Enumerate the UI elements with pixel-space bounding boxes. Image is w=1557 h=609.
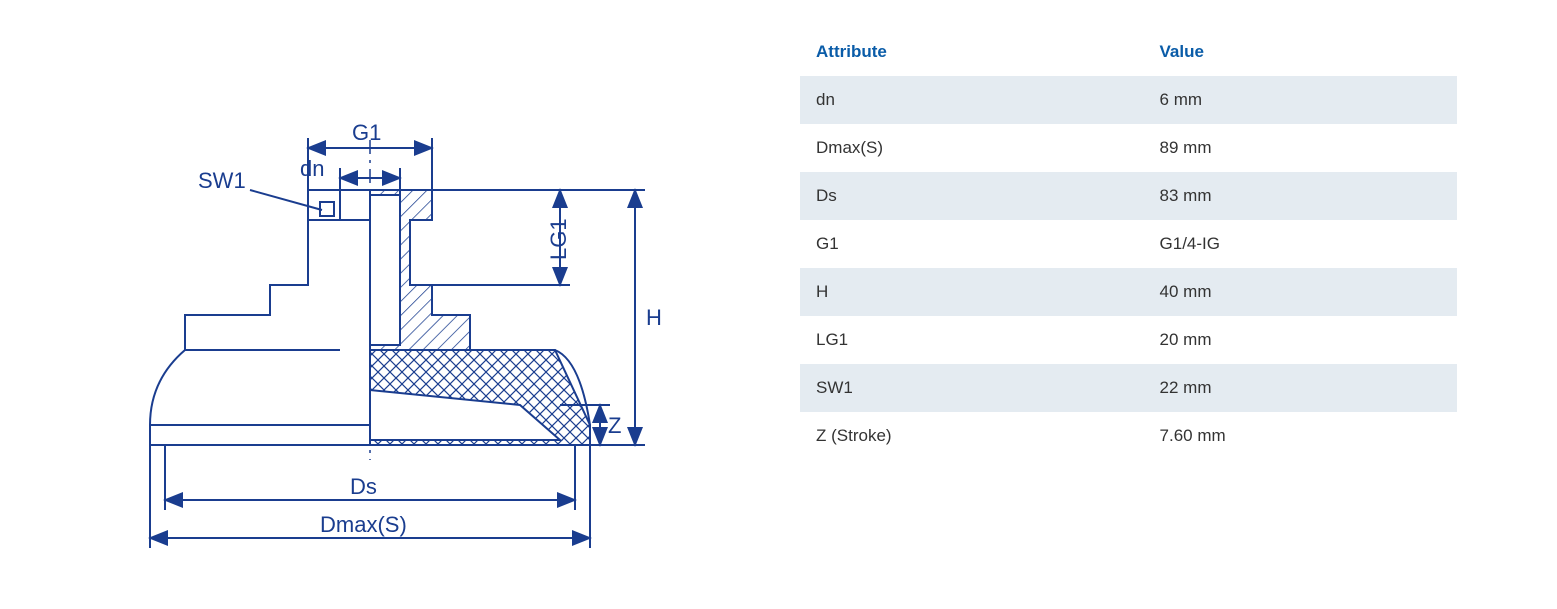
table-row: Ds 83 mm <box>800 172 1457 220</box>
table-row: dn 6 mm <box>800 76 1457 124</box>
label-lg1: LG1 <box>546 218 571 260</box>
attributes-table: Attribute Value dn 6 mm Dmax(S) 89 mm Ds… <box>800 28 1457 460</box>
cell-val: 6 mm <box>1144 76 1457 124</box>
cell-attr: Ds <box>800 172 1144 220</box>
table-body: dn 6 mm Dmax(S) 89 mm Ds 83 mm G1 G1/4-I… <box>800 76 1457 460</box>
dim-ds: Ds <box>165 445 575 510</box>
cell-val: 7.60 mm <box>1144 412 1457 460</box>
table-header-row: Attribute Value <box>800 28 1457 76</box>
cell-val: G1/4-IG <box>1144 220 1457 268</box>
technical-drawing: G1 dn SW1 LG1 H <box>90 60 690 580</box>
label-dn: dn <box>300 156 324 181</box>
diagram-container: G1 dn SW1 LG1 H <box>40 20 740 580</box>
table-row: SW1 22 mm <box>800 364 1457 412</box>
attributes-table-container: Attribute Value dn 6 mm Dmax(S) 89 mm Ds… <box>740 20 1517 460</box>
header-attribute: Attribute <box>800 28 1144 76</box>
part-outline <box>150 190 370 445</box>
dim-lg1: LG1 <box>432 190 571 285</box>
table-row: LG1 20 mm <box>800 316 1457 364</box>
cell-attr: LG1 <box>800 316 1144 364</box>
cell-val: 20 mm <box>1144 316 1457 364</box>
cell-attr: H <box>800 268 1144 316</box>
label-dmaxs: Dmax(S) <box>320 512 407 537</box>
cell-val: 89 mm <box>1144 124 1457 172</box>
cell-val: 40 mm <box>1144 268 1457 316</box>
label-ds: Ds <box>350 474 377 499</box>
header-value: Value <box>1144 28 1457 76</box>
table-row: Dmax(S) 89 mm <box>800 124 1457 172</box>
table-row: H 40 mm <box>800 268 1457 316</box>
cell-val: 83 mm <box>1144 172 1457 220</box>
cell-attr: Z (Stroke) <box>800 412 1144 460</box>
cell-attr: G1 <box>800 220 1144 268</box>
label-z: Z <box>608 413 621 438</box>
table-row: G1 G1/4-IG <box>800 220 1457 268</box>
label-h: H <box>646 305 662 330</box>
label-g1: G1 <box>352 120 381 145</box>
cell-attr: Dmax(S) <box>800 124 1144 172</box>
cell-attr: dn <box>800 76 1144 124</box>
label-sw1: SW1 <box>198 168 246 193</box>
cell-attr: SW1 <box>800 364 1144 412</box>
table-row: Z (Stroke) 7.60 mm <box>800 412 1457 460</box>
cell-val: 22 mm <box>1144 364 1457 412</box>
